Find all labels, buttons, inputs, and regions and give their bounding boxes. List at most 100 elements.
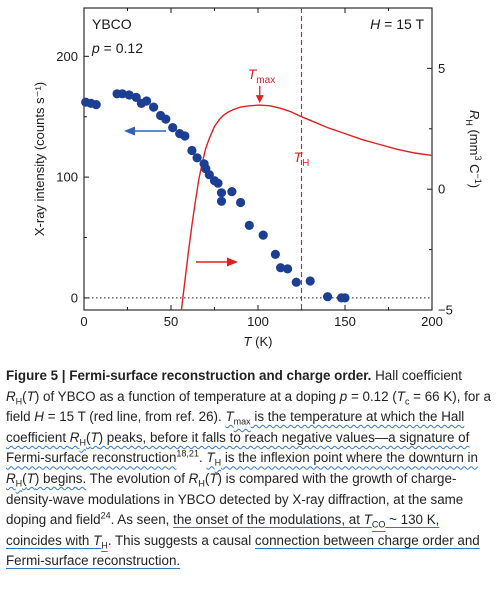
annotation-field-part: H [370,16,381,32]
caption-segment: . As seen, [110,512,174,528]
caption-segment: ~ 130 K, coincides with [6,512,440,548]
caption-segment: T [90,429,99,445]
caption-segment: H [79,437,86,448]
caption-segment: is the inflexion point where the downtur… [221,450,478,466]
xray-data-point [276,263,286,273]
x-tick-label: 150 [334,314,356,329]
caption-segment: . This suggests a causal [107,532,255,548]
x-axis-label-unit: (K) [252,334,273,349]
y2-axis-label-part: −1 [473,173,483,183]
annotation-tmax-part: max [256,75,275,86]
xray-data-point [131,92,141,102]
caption-segment: T [209,470,218,486]
x-tick-label: 0 [80,314,87,329]
xray-data-point [216,188,227,198]
y-tick-label: 0 [71,290,78,305]
xray-data-point [305,276,315,286]
caption-segment: 18,21 [176,448,199,459]
xray-axis-arrow-head [124,126,135,136]
caption-segment: H [214,458,222,469]
xray-data-point [236,197,246,208]
caption-segment: = 15 T (red line, from ref. 26). [43,409,226,425]
caption-segment: Hall coefficient [371,368,462,383]
annotation-field: H = 15 T [370,16,424,32]
annotation-th: TH [294,149,310,169]
caption-segment: T [225,409,234,425]
caption-segment: H [101,540,108,551]
annotation-field-part: = 15 T [380,16,424,32]
hall-axis-arrow-head [227,257,238,267]
caption-segment: R [69,429,80,445]
y2-tick-label: 5 [438,61,445,76]
caption-segment: T [26,470,35,486]
caption-segment: The evolution of [86,470,189,486]
xray-data-point [270,249,280,259]
y2-axis-label-part: H [464,119,474,126]
xray-data-point [168,123,178,133]
y-tick-label: 100 [56,170,78,185]
y2-axis-label-part: (mm [467,126,482,156]
annotation-th-part: H [302,158,309,169]
caption-segment: ) peaks, before it falls to reach negati… [6,429,470,466]
hall-coefficient-curve [180,104,432,310]
x-tick-label: 200 [421,314,443,329]
caption-segment: ) is compared with the growth of charge-… [6,470,464,528]
caption-segment: H [198,478,205,489]
caption-segment: connection between charge order and Ferm… [6,532,480,569]
caption-segment: max [233,416,251,427]
x-axis-label: T (K) [244,334,273,349]
y-axis-label: X-ray intensity (counts s⁻¹) [32,82,47,236]
x-tick-label: 100 [247,314,269,329]
xray-data-point [227,187,237,197]
caption-segment: R [6,388,16,404]
caption-segment: = 66 K), for a field [6,388,491,425]
caption-segment: . [198,450,207,466]
caption-segment: p [339,388,348,404]
caption-segment: is the temperature at which the Hall coe… [6,409,465,445]
caption-segment: T [93,532,102,548]
caption-text: Figure 5 | Fermi-surface reconstruction … [6,366,498,572]
caption-segment: CO [371,519,386,530]
xray-data-point [340,293,350,303]
y2-axis-label-part: R [467,110,482,119]
caption-segment: ) begins. [34,470,87,486]
xray-data-point [283,264,293,274]
xray-data-point [91,100,101,110]
y2-axis-label: RH (mm3 C−1) [464,110,483,188]
figure-caption: Figure 5 | Fermi-surface reconstruction … [6,366,498,572]
xray-data-point [213,178,223,188]
annotation-doping-part: p [91,40,100,56]
caption-segment: T [363,512,372,528]
caption-figure-label: Figure 5 | Fermi-surface reconstruction … [6,368,372,383]
x-axis-label-var: T [244,334,253,349]
xray-data-point [124,90,134,100]
annotation-tmax-part: T [248,66,258,82]
annotation-th-part: T [294,149,304,165]
xray-data-point [258,230,268,240]
annotation-tmax: Tmax [248,66,275,86]
caption-segment: T [206,450,215,466]
caption-segment: = 0.12 ( [347,388,397,404]
caption-segment: ( [85,429,91,445]
caption-segment: R [6,470,16,486]
xray-data-point [291,277,301,287]
xray-data-point [180,131,190,141]
xray-data-point [244,220,254,230]
caption-segment: H [34,409,44,425]
xray-data-point [149,102,159,112]
xray-data-point [187,145,197,156]
caption-segment: 24 [100,510,111,521]
y2-axis-label-part: 3 [473,155,483,160]
xray-data-point [117,89,127,99]
y2-axis-label-part: ) [467,184,482,188]
caption-segment: the onset of the modulations, at [173,512,364,528]
xray-data-point [192,153,202,163]
annotation-material: YBCO [92,16,132,32]
xray-data-point [323,292,333,302]
xray-data-point [142,96,152,106]
caption-segment: T [26,388,35,404]
tmax-arrow-head [255,95,264,104]
caption-segment: ( [22,470,27,486]
